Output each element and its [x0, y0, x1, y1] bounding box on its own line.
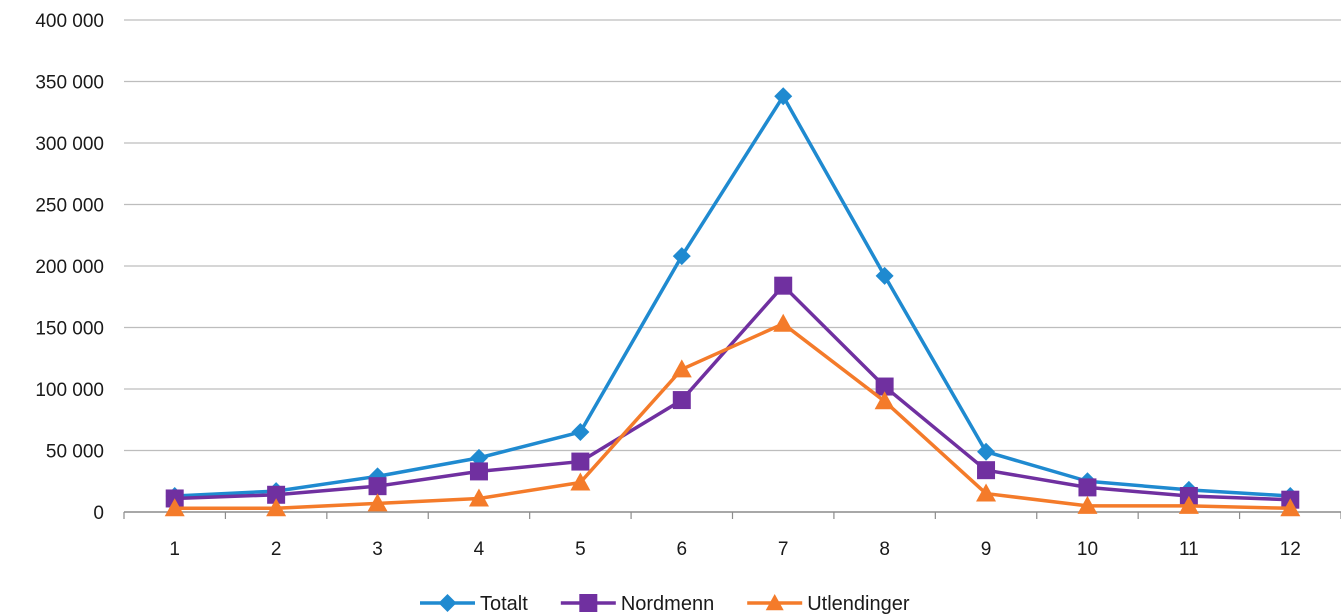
- y-tick-label: 150 000: [35, 319, 104, 340]
- data-point-totalt: [571, 423, 590, 442]
- x-tick-label: 5: [575, 539, 586, 560]
- data-point-utlendinger: [367, 493, 388, 512]
- legend: Totalt Nordmenn Utlendinger: [420, 593, 910, 615]
- data-point-nordmenn: [571, 452, 590, 471]
- data-point-nordmenn: [672, 391, 691, 410]
- data-point-totalt: [469, 448, 488, 467]
- data-point-totalt: [977, 442, 996, 461]
- data-point-nordmenn: [368, 477, 387, 496]
- x-tick-label: 1: [169, 539, 180, 560]
- y-tick-label: 200 000: [35, 257, 104, 278]
- data-point-utlendinger: [570, 472, 591, 491]
- y-tick-label: 0: [93, 503, 104, 524]
- gridlines: [124, 19, 1341, 513]
- data-point-utlendinger: [1280, 498, 1301, 517]
- data-point-utlendinger: [874, 391, 895, 410]
- y-tick-label: 250 000: [35, 196, 104, 217]
- series-group: [164, 87, 1301, 517]
- legend-marker-utlendinger: [765, 594, 784, 611]
- legend-item-utlendinger: Utlendinger: [747, 593, 910, 615]
- y-tick-label: 350 000: [35, 73, 104, 94]
- x-tick-label: 9: [981, 539, 992, 560]
- x-tick-label: 2: [271, 539, 282, 560]
- data-point-utlendinger: [1077, 495, 1098, 514]
- y-tick-label: 100 000: [35, 380, 104, 401]
- x-tick-label: 12: [1280, 539, 1301, 560]
- data-point-utlendinger: [773, 313, 794, 332]
- data-point-nordmenn: [875, 377, 894, 396]
- legend-label-utlendinger: Utlendinger: [807, 593, 910, 615]
- data-point-utlendinger: [671, 359, 692, 378]
- x-tick-label: 7: [778, 539, 789, 560]
- legend-marker-totalt: [438, 594, 457, 612]
- data-point-nordmenn: [977, 461, 996, 480]
- data-point-utlendinger: [1178, 495, 1199, 514]
- x-tick-label: 10: [1077, 539, 1098, 560]
- x-tick-label: 6: [677, 539, 688, 560]
- series-totalt: [165, 87, 1300, 506]
- data-point-nordmenn: [469, 462, 488, 481]
- x-tick-label: 11: [1179, 539, 1199, 560]
- data-point-totalt: [774, 87, 793, 106]
- y-tick-label: 300 000: [35, 134, 104, 155]
- series-line-utlendinger: [174, 322, 1291, 511]
- x-tick-label: 3: [372, 539, 383, 560]
- data-point-nordmenn: [1078, 478, 1097, 497]
- data-point-totalt: [875, 266, 894, 285]
- legend-item-totalt: Totalt: [420, 593, 528, 615]
- series-nordmenn: [165, 276, 1300, 509]
- data-point-nordmenn: [774, 276, 793, 295]
- data-point-utlendinger: [266, 498, 287, 517]
- legend-item-nordmenn: Nordmenn: [560, 593, 714, 615]
- y-tick-label: 50 000: [46, 442, 104, 463]
- legend-marker-nordmenn: [579, 594, 598, 612]
- series-line-nordmenn: [174, 283, 1291, 502]
- x-tick-label: 4: [474, 539, 485, 560]
- x-axis-tick-labels: 1 2 3 4 5 6 7 8 9 10 11 12: [123, 512, 1341, 560]
- data-point-utlendinger: [468, 488, 489, 507]
- series-utlendinger: [164, 313, 1301, 517]
- data-point-nordmenn: [267, 485, 286, 504]
- x-tick-label: 8: [879, 539, 890, 560]
- y-axis-tick-labels: 0 50 000 100 000 150 000 200 000 250 000 300 0…: [35, 11, 104, 524]
- data-point-utlendinger: [976, 483, 997, 502]
- data-point-utlendinger: [164, 498, 185, 517]
- series-line-totalt: [174, 94, 1291, 498]
- y-tick-label: 400 000: [35, 11, 104, 32]
- legend-label-nordmenn: Nordmenn: [621, 593, 714, 615]
- legend-label-totalt: Totalt: [480, 593, 528, 615]
- data-point-totalt: [672, 247, 691, 266]
